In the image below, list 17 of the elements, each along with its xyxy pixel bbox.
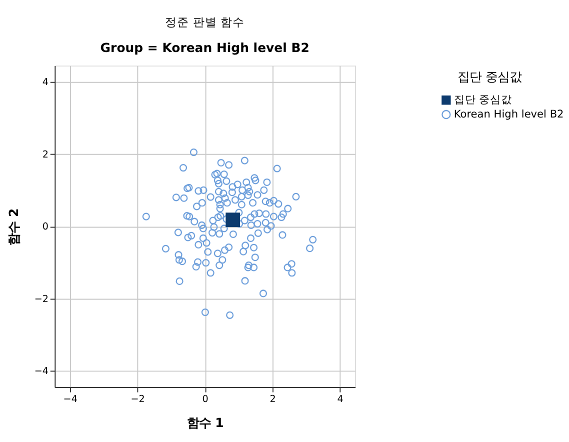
y-tick-label: 4 [42, 77, 48, 88]
legend-label: 집단 중심값 [454, 94, 512, 106]
y-tick-label: −2 [34, 294, 48, 305]
x-axis-title: 함수 1 [186, 414, 224, 430]
x-tick-label: 0 [202, 394, 208, 405]
y-tick-label: 2 [42, 149, 48, 160]
chart-title: 정준 판별 함수 [165, 15, 245, 30]
legend-label: Korean High level B2 [454, 108, 564, 120]
x-tick-label: −4 [63, 394, 78, 405]
y-axis-title: 함수 2 [6, 208, 21, 246]
legend-title: 집단 중심값 [457, 68, 522, 84]
x-tick-label: 2 [270, 394, 276, 405]
x-tick-label: 4 [337, 394, 344, 405]
y-tick-label: −4 [34, 366, 48, 378]
y-tick-label: 0 [42, 222, 48, 233]
x-tick-label: −2 [130, 394, 145, 405]
chart-subtitle: Group = Korean High level B2 [100, 40, 310, 56]
